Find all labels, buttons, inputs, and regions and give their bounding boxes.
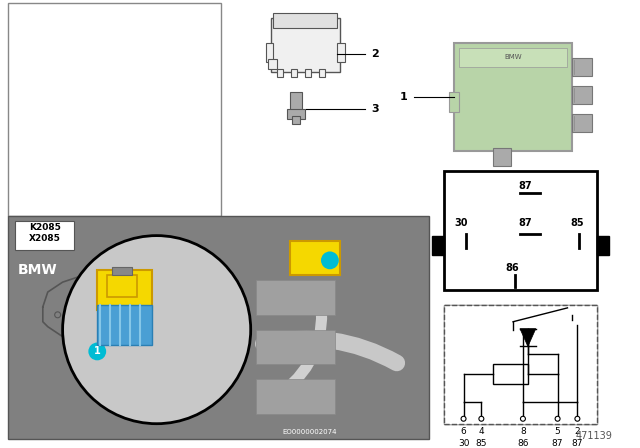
Text: 2: 2 [575, 427, 580, 436]
Bar [572, 86, 592, 104]
Circle shape [461, 416, 466, 421]
Circle shape [479, 416, 484, 421]
FancyArrowPatch shape [283, 298, 322, 392]
Circle shape [520, 416, 525, 421]
Bar [97, 305, 152, 345]
Text: X2085: X2085 [29, 234, 61, 243]
Bar [15, 221, 74, 250]
Text: 4: 4 [479, 427, 484, 436]
Text: 86: 86 [505, 263, 519, 273]
Circle shape [555, 416, 560, 421]
Bar [459, 47, 568, 67]
Text: 30: 30 [455, 218, 468, 228]
Text: K2085: K2085 [29, 223, 61, 232]
Text: 3: 3 [371, 104, 379, 114]
Bar [572, 114, 592, 132]
Bar [266, 43, 273, 62]
Bar [449, 92, 459, 112]
Text: BMW: BMW [18, 263, 58, 277]
Bar [273, 13, 337, 28]
FancyArrowPatch shape [263, 339, 397, 363]
Bar [255, 379, 335, 414]
Text: EO0000002074: EO0000002074 [283, 429, 337, 435]
Bar [291, 92, 302, 112]
Bar [277, 69, 284, 77]
Text: 8: 8 [520, 427, 526, 436]
Text: 6: 6 [461, 427, 467, 436]
Circle shape [63, 236, 251, 424]
Text: 30: 30 [458, 439, 469, 448]
Text: 1: 1 [94, 346, 100, 357]
Polygon shape [520, 329, 536, 346]
Text: 87: 87 [572, 439, 583, 448]
Bar [305, 69, 311, 77]
Bar [287, 109, 305, 119]
Bar [112, 267, 132, 275]
Bar [292, 116, 300, 124]
Bar [444, 305, 597, 424]
Text: 1: 1 [326, 255, 333, 265]
Bar [337, 43, 345, 62]
Text: 86: 86 [517, 439, 529, 448]
Bar [454, 43, 572, 151]
Bar [8, 216, 429, 439]
Bar [291, 69, 297, 77]
Bar [291, 241, 340, 275]
Bar [493, 148, 511, 166]
Bar [97, 270, 152, 310]
Text: 5: 5 [555, 427, 561, 436]
Bar [319, 69, 325, 77]
Bar [493, 364, 528, 384]
Text: 87: 87 [552, 439, 563, 448]
Bar [444, 171, 597, 290]
Text: 1: 1 [399, 92, 407, 102]
Bar [572, 58, 592, 76]
Bar [255, 330, 335, 364]
Bar [432, 236, 444, 255]
Bar [107, 275, 137, 297]
Text: 471139: 471139 [575, 431, 612, 440]
Bar [597, 236, 609, 255]
Text: 2: 2 [371, 49, 380, 60]
Circle shape [88, 343, 106, 360]
Bar [268, 60, 277, 69]
Text: 87: 87 [518, 181, 532, 191]
Text: 87: 87 [518, 218, 532, 228]
Text: BMW: BMW [504, 54, 522, 60]
Bar [8, 3, 221, 216]
Text: 85: 85 [571, 218, 584, 228]
Bar [271, 18, 340, 72]
Circle shape [321, 251, 339, 269]
Text: 85: 85 [476, 439, 487, 448]
Bar [444, 305, 597, 424]
Bar [255, 280, 335, 315]
Circle shape [575, 416, 580, 421]
